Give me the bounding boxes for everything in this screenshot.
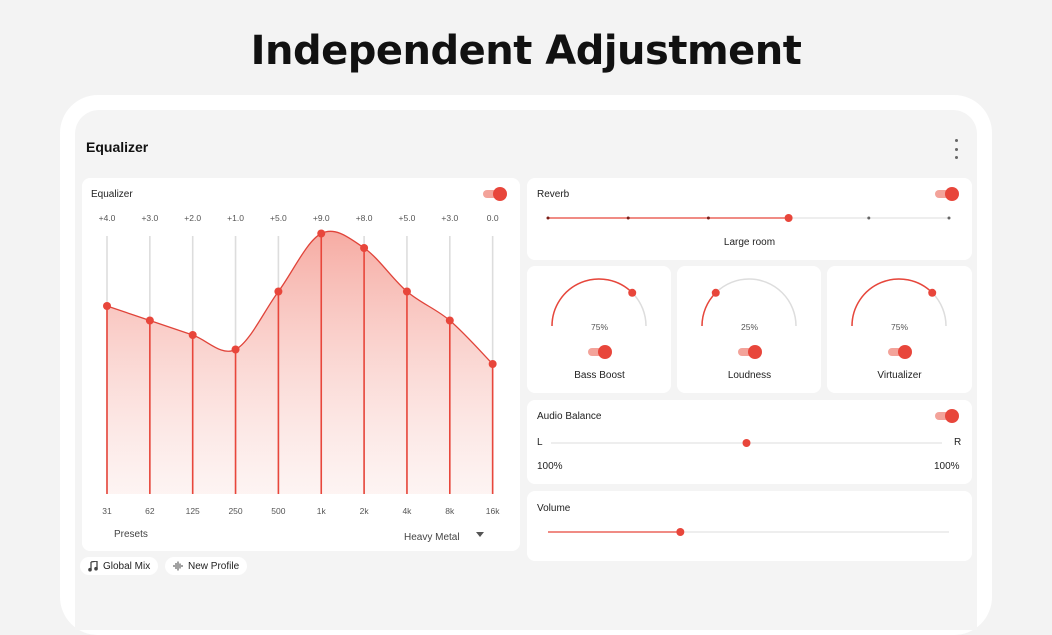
effect-toggle-bass-boost[interactable] xyxy=(588,344,612,360)
knob-bass-boost[interactable] xyxy=(527,266,672,393)
reverb-thumb[interactable] xyxy=(784,214,793,222)
band-gain-31: +4.0 xyxy=(99,213,116,223)
reverb-step[interactable] xyxy=(626,216,630,220)
band-freq-16k: 16k xyxy=(486,506,500,516)
waveform-icon xyxy=(173,561,183,571)
volume-slider[interactable] xyxy=(527,522,972,542)
effect-percent: 75% xyxy=(590,322,608,332)
reverb-toggle[interactable] xyxy=(935,186,959,202)
effect-card-bass-boost xyxy=(527,266,671,393)
band-freq-4k: 4k xyxy=(402,506,412,516)
band-knob-31[interactable] xyxy=(103,302,111,310)
knob-virtualizer[interactable] xyxy=(827,266,972,393)
knob-track xyxy=(701,278,797,327)
balance-slider[interactable] xyxy=(527,433,972,453)
band-gain-2k: +8.0 xyxy=(356,213,373,223)
audio-balance-toggle[interactable] xyxy=(935,408,959,424)
global-mix-chip[interactable]: Global Mix xyxy=(80,557,159,575)
equalizer-label: Equalizer xyxy=(91,189,133,200)
balance-left-label: L xyxy=(537,437,543,448)
balance-right-value: 100% xyxy=(934,461,960,472)
new-profile-label: New Profile xyxy=(188,560,240,572)
knob-thumb[interactable] xyxy=(628,288,637,297)
app-title: Equalizer xyxy=(86,139,149,155)
band-knob-500[interactable] xyxy=(274,287,283,296)
band-gain-4k: +5.0 xyxy=(399,213,416,223)
reverb-step[interactable] xyxy=(706,216,710,220)
reverb-step[interactable] xyxy=(546,216,550,220)
balance-right-label: R xyxy=(954,437,962,448)
volume-thumb[interactable] xyxy=(676,528,685,536)
reverb-step[interactable] xyxy=(947,216,951,220)
equalizer-graph[interactable]: +4.0 +3.0 +2.0 +1.0 +5.0 +9.0 +8.0 +5.0 +3.0 0.0 … xyxy=(82,178,520,551)
effect-name: Bass Boost xyxy=(574,370,625,381)
global-mix-label: Global Mix xyxy=(103,560,151,572)
knob-thumb[interactable] xyxy=(711,288,720,297)
music-note-icon xyxy=(88,560,98,571)
band-gain-125: +2.0 xyxy=(184,213,201,223)
band-freq-250: 250 xyxy=(228,506,242,516)
band-knob-16k[interactable] xyxy=(488,360,497,368)
band-knob-4k[interactable] xyxy=(402,287,411,296)
effect-toggle-virtualizer[interactable] xyxy=(888,344,912,360)
band-knob-2k[interactable] xyxy=(360,244,369,252)
effect-name: Loudness xyxy=(727,370,772,381)
reverb-card: Reverb Large room xyxy=(527,178,972,260)
audio-balance-card: Audio Balance L R 100% 100% xyxy=(527,400,972,484)
band-freq-31: 31 xyxy=(102,506,112,516)
effect-percent: 75% xyxy=(890,322,908,332)
knob-fill xyxy=(851,278,933,327)
reverb-slider[interactable] xyxy=(527,198,972,238)
band-freq-8k: 8k xyxy=(445,506,455,516)
effect-percent: 25% xyxy=(740,322,758,332)
balance-left-value: 100% xyxy=(537,461,563,472)
reverb-value: Large room xyxy=(723,237,776,248)
band-freq-125: 125 xyxy=(186,506,200,516)
knob-thumb[interactable] xyxy=(928,288,937,297)
volume-label: Volume xyxy=(537,503,571,514)
volume-card: Volume xyxy=(527,491,972,561)
audio-balance-label: Audio Balance xyxy=(537,411,602,422)
band-knob-62[interactable] xyxy=(145,316,154,325)
equalizer-card: Equalizer +4.0 +3.0 +2.0 +1.0 +5.0 +9.0 +8.0 +5… xyxy=(82,178,520,551)
band-gain-16k: 0.0 xyxy=(487,213,499,223)
chevron-down-icon xyxy=(476,532,484,537)
knob-fill xyxy=(551,278,633,327)
band-knob-8k[interactable] xyxy=(445,316,454,325)
effect-bass-boost: 75% Bass Boost xyxy=(527,266,672,393)
effect-card-virtualizer xyxy=(827,266,972,393)
preset-dropdown[interactable]: Heavy Metal xyxy=(404,527,494,543)
preset-value: Heavy Metal xyxy=(404,532,460,543)
reverb-label: Reverb xyxy=(537,189,570,200)
knob-fill xyxy=(701,292,717,327)
presets-label: Presets xyxy=(114,529,148,540)
band-gain-8k: +3.0 xyxy=(441,213,458,223)
more-options-icon[interactable] xyxy=(948,139,964,159)
band-gain-500: +5.0 xyxy=(270,213,287,223)
equalizer-toggle[interactable] xyxy=(483,186,507,202)
knob-track xyxy=(551,278,647,327)
knob-track xyxy=(851,278,947,327)
knob-loudness[interactable] xyxy=(677,266,822,393)
new-profile-chip[interactable]: New Profile xyxy=(165,557,248,575)
band-knob-125[interactable] xyxy=(188,331,197,339)
reverb-step[interactable] xyxy=(867,216,871,220)
band-gain-62: +3.0 xyxy=(141,213,158,223)
headline: Independent Adjustment xyxy=(250,28,802,74)
effect-virtualizer: 75% Virtualizer xyxy=(827,266,972,393)
band-knob-1k[interactable] xyxy=(317,229,326,238)
effect-card-loudness xyxy=(677,266,821,393)
band-freq-2k: 2k xyxy=(360,506,370,516)
band-knob-250[interactable] xyxy=(231,345,240,354)
band-gain-1k: +9.0 xyxy=(313,213,330,223)
band-gain-250: +1.0 xyxy=(227,213,244,223)
effect-toggle-loudness[interactable] xyxy=(738,344,762,360)
effect-loudness: 25% Loudness xyxy=(677,266,822,393)
balance-thumb[interactable] xyxy=(742,439,751,447)
band-freq-1k: 1k xyxy=(317,506,327,516)
band-freq-62: 62 xyxy=(145,506,155,516)
effect-name: Virtualizer xyxy=(877,370,922,381)
band-freq-500: 500 xyxy=(271,506,285,516)
